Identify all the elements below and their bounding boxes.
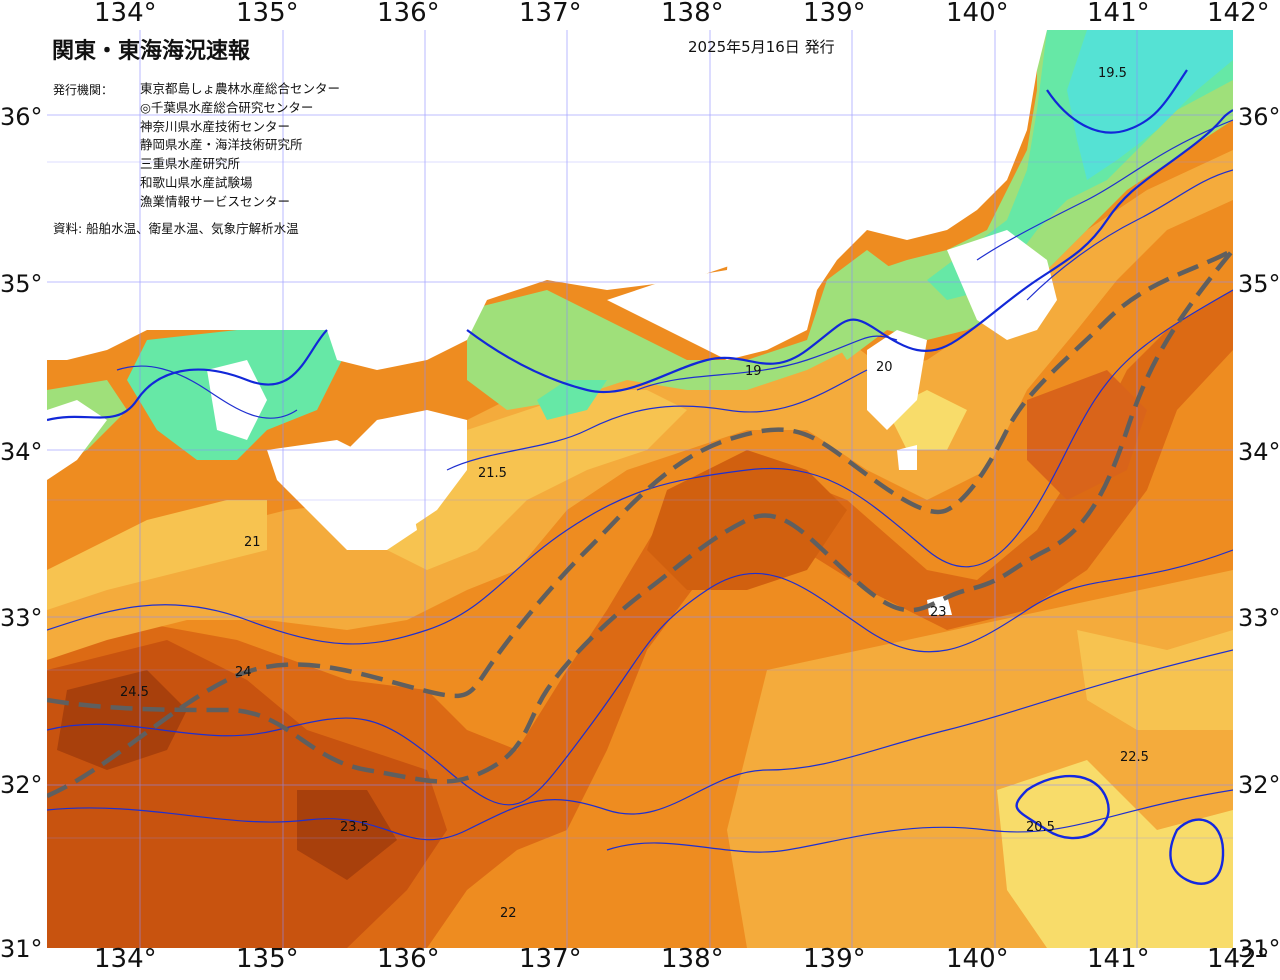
- issuer-item: 和歌山県水産試験場: [140, 174, 253, 190]
- data-source: 資料: 船舶水温、衛星水温、気象庁解析水温: [53, 221, 299, 236]
- lon-label-top: 136°: [377, 0, 440, 28]
- isotherm-lines: [47, 119, 1233, 885]
- lon-label-bottom: 136°: [377, 944, 440, 974]
- isotherm-label: 21: [244, 535, 261, 550]
- land-kii-2: [327, 410, 467, 530]
- issuer-item: 三重県水産研究所: [140, 156, 241, 172]
- lon-label-top: 142°: [1207, 0, 1270, 28]
- temp-zone-20-5: [997, 760, 1233, 948]
- temp-zone-18: [1067, 30, 1233, 180]
- lat-label-left: 36°: [0, 103, 43, 131]
- lon-label-top: 140°: [946, 0, 1009, 28]
- lat-label-right: 35°: [1238, 270, 1280, 298]
- issuer-item: 漁業情報サービスセンター: [140, 193, 291, 209]
- lon-label-top: 137°: [519, 0, 582, 28]
- isotherm-label: 22: [500, 906, 517, 921]
- lon-label-bottom: 142°: [1207, 944, 1270, 974]
- isotherm-label: 23.5: [340, 820, 369, 835]
- issuer-label: 発行機関：: [53, 83, 114, 97]
- lon-label-top: 135°: [236, 0, 299, 28]
- lon-label-bottom: 138°: [661, 944, 724, 974]
- lat-label-left: 31°: [0, 935, 43, 963]
- temp-zone-24-5: [57, 670, 187, 770]
- lon-label-bottom: 140°: [946, 944, 1009, 974]
- isotherm-thick: [47, 69, 1233, 422]
- map-title: 関東・東海海況速報: [52, 39, 251, 64]
- issue-date: 2025年5月16日 発行: [688, 38, 835, 56]
- isotherm-label: 22.5: [1120, 750, 1149, 765]
- lon-label-top: 134°: [94, 0, 157, 28]
- lat-label-right: 32°: [1238, 771, 1280, 799]
- issuer-item: 東京都島しょ農林水産総合センター: [140, 81, 341, 96]
- isotherm-label: 20: [876, 360, 893, 375]
- land-boso: [947, 230, 1057, 340]
- temp-zone-23-east: [1027, 370, 1147, 500]
- lon-label-bottom: 134°: [94, 944, 157, 974]
- temp-zone-20-5-b: [1077, 630, 1233, 730]
- temp-zone-20-west: [47, 500, 267, 610]
- temp-zone-24-5-b: [297, 790, 397, 880]
- lon-label-bottom: 141°: [1087, 944, 1150, 974]
- isotherm-label: 23: [930, 605, 947, 620]
- temp-zone-23-5-b: [647, 450, 847, 590]
- sea-surface-temperature-map: [47, 30, 1233, 948]
- issuer-item: 静岡県水産・海洋技術研究所: [140, 137, 303, 153]
- issuer-item: 神奈川県水産技術センター: [140, 118, 291, 134]
- lon-label-bottom: 139°: [803, 944, 866, 974]
- isotherm-label: 20.5: [1026, 820, 1055, 835]
- lon-label-top: 138°: [661, 0, 724, 28]
- issuer-item: ◎千葉県水産総合研究センター: [140, 99, 314, 115]
- temp-zone-19-5-mid: [467, 250, 907, 410]
- land-awaji: [207, 360, 267, 440]
- issuer-list: 東京都島しょ農林水産総合センター ◎千葉県水産総合研究センター 神奈川県水産技術…: [140, 80, 340, 212]
- isotherm-label: 24.5: [120, 685, 149, 700]
- island-izu-oshima: [897, 445, 917, 470]
- lat-label-right: 33°: [1238, 604, 1280, 632]
- lon-label-bottom: 135°: [236, 944, 299, 974]
- isotherm-label: 19.5: [1098, 66, 1127, 81]
- lon-label-top: 141°: [1087, 0, 1150, 28]
- lat-label-left: 35°: [0, 270, 43, 298]
- lat-label-right: 36°: [1238, 103, 1280, 131]
- isotherm-label: 21.5: [478, 466, 507, 481]
- land-shikoku: [47, 400, 107, 480]
- isotherm-label: 24: [235, 665, 252, 680]
- lat-label-left: 32°: [0, 771, 43, 799]
- lat-label-right: 34°: [1238, 438, 1280, 466]
- land-izu: [867, 330, 927, 430]
- kuroshio-axis: [47, 248, 1233, 799]
- isotherm-label: 19: [745, 364, 762, 379]
- lon-label-bottom: 137°: [519, 944, 582, 974]
- lat-label-left: 33°: [0, 604, 43, 632]
- lon-label-top: 139°: [803, 0, 866, 28]
- land-honshu-chubu: [607, 30, 1047, 360]
- lat-label-right: 31°: [1238, 935, 1280, 963]
- lat-label-left: 34°: [0, 438, 43, 466]
- graticule: [47, 30, 1233, 948]
